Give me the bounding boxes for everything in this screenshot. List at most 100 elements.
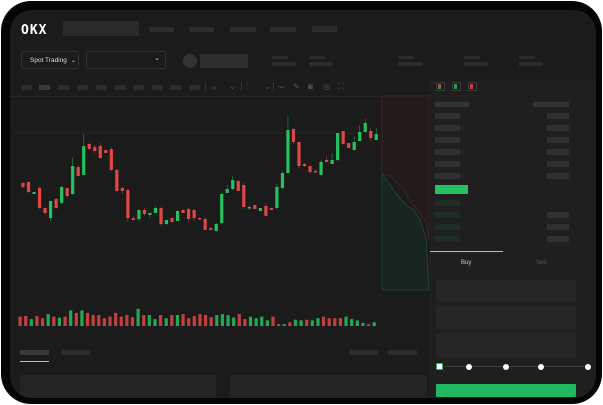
candle: [198, 217, 202, 220]
candle: [275, 184, 279, 209]
interval-button[interactable]: [58, 85, 69, 90]
orderbook-both-icon[interactable]: [436, 82, 445, 91]
amount-input[interactable]: [436, 306, 576, 329]
total-input[interactable]: [436, 333, 576, 357]
settings-icon[interactable]: ◎: [323, 82, 330, 91]
candle: [352, 136, 356, 151]
orderbook-ask-row[interactable]: [435, 149, 460, 155]
volume-bar: [136, 308, 140, 326]
nav-item[interactable]: [230, 27, 256, 32]
indicator-icon[interactable]: ᵥᵥ: [211, 82, 217, 91]
orderbook-ask-amount[interactable]: [547, 113, 569, 119]
orderbook-ask-row[interactable]: [435, 173, 460, 179]
candle-body: [187, 209, 191, 219]
orderbook-asks-icon[interactable]: [468, 82, 477, 91]
orderbook-ask-amount[interactable]: [547, 149, 569, 155]
chevron-down-icon[interactable]: ⌄: [264, 82, 271, 91]
volume-bar: [80, 310, 84, 326]
draw-tool-icon[interactable]: ✎: [293, 82, 300, 91]
amount-slider[interactable]: [440, 366, 588, 367]
orderbook-bid-row[interactable]: [435, 236, 460, 242]
volume-bar: [243, 319, 247, 326]
nav-item[interactable]: [149, 27, 174, 32]
interval-button[interactable]: [77, 85, 88, 90]
orderbook-ask-row[interactable]: [435, 113, 460, 119]
camera-icon[interactable]: ◙: [308, 82, 313, 91]
volume-bar: [293, 319, 298, 326]
candle-body: [104, 150, 108, 153]
orderbook-ask-row[interactable]: [435, 161, 460, 167]
filter-button[interactable]: [349, 350, 378, 355]
volume-bar: [265, 320, 269, 326]
tab-open-orders[interactable]: [20, 350, 49, 355]
trading-type-label: Spot Trading: [30, 56, 67, 64]
volume-bar: [91, 315, 95, 326]
volume-bar: [130, 317, 135, 326]
orderbook-ask-row[interactable]: [435, 125, 460, 131]
candle-body: [137, 210, 141, 219]
slider-stop-25[interactable]: [466, 364, 472, 370]
orderbook-bid-amount[interactable]: [547, 212, 569, 218]
candle: [358, 125, 362, 141]
trading-type-select[interactable]: Spot Trading ⌄: [21, 51, 79, 69]
orderbook-ask-amount[interactable]: [547, 173, 569, 179]
filter-button[interactable]: [388, 350, 417, 355]
candlestick-chart[interactable]: [10, 10, 429, 350]
slider-stop-75[interactable]: [538, 364, 544, 370]
orderbook-bid-amount[interactable]: [547, 224, 569, 230]
interval-button[interactable]: [115, 85, 126, 90]
pair-select[interactable]: ⌄: [86, 51, 166, 69]
slider-stop-100[interactable]: [585, 364, 591, 370]
candle: [54, 198, 58, 209]
tab-sell[interactable]: Sell: [536, 260, 547, 266]
candle-body: [175, 211, 180, 221]
candle: [280, 171, 285, 189]
interval-button[interactable]: [96, 85, 107, 90]
candle-body: [358, 132, 362, 141]
tab-buy[interactable]: Buy: [461, 260, 472, 266]
interval-button[interactable]: [152, 85, 163, 90]
price-input[interactable]: [436, 280, 576, 301]
okx-logo[interactable]: OKX: [21, 23, 48, 38]
candle: [242, 182, 246, 209]
tab-order-history[interactable]: [61, 350, 90, 355]
candle: [21, 182, 25, 188]
orderbook-bid-row[interactable]: [435, 200, 460, 206]
buy-submit-button[interactable]: [436, 384, 576, 397]
orderbook-ask-amount[interactable]: [547, 137, 569, 143]
interval-button[interactable]: [189, 85, 200, 90]
candle-type-icon[interactable]: ⫶: [246, 82, 248, 91]
orderbook-bid-amount[interactable]: [547, 236, 569, 242]
candle: [65, 188, 69, 198]
line-tool-icon[interactable]: 〜: [277, 83, 285, 92]
price-placeholder: [200, 54, 248, 68]
interval-button[interactable]: [133, 85, 144, 90]
volume-bar: [338, 318, 343, 326]
candle-body: [319, 162, 323, 175]
volume-bar: [108, 316, 112, 326]
orderbook-bid-row[interactable]: [435, 212, 460, 218]
orderbook-ask-amount[interactable]: [547, 125, 569, 131]
orderbook-bid-row[interactable]: [435, 224, 460, 230]
orderbook-bids-icon[interactable]: [452, 82, 461, 91]
interval-button[interactable]: [170, 85, 181, 90]
interval-button[interactable]: [21, 85, 32, 90]
slider-stop-50[interactable]: [503, 364, 509, 370]
interval-button[interactable]: [39, 85, 50, 90]
nav-item[interactable]: [189, 27, 214, 32]
candle-body: [49, 201, 53, 218]
candle-body: [269, 208, 273, 210]
chevron-down-icon[interactable]: ⌄: [229, 82, 236, 91]
fullscreen-icon[interactable]: ⛶: [338, 82, 344, 91]
candle: [313, 169, 318, 173]
nav-item[interactable]: [270, 27, 296, 32]
orderbook-ask-amount[interactable]: [547, 161, 569, 167]
slider-handle[interactable]: [436, 363, 443, 370]
orderbook-ask-row[interactable]: [435, 137, 460, 143]
stat-value: [398, 62, 422, 66]
candle-body: [198, 218, 202, 220]
candle: [341, 131, 345, 145]
nav-item[interactable]: [312, 26, 337, 32]
search-placeholder[interactable]: [63, 21, 139, 36]
